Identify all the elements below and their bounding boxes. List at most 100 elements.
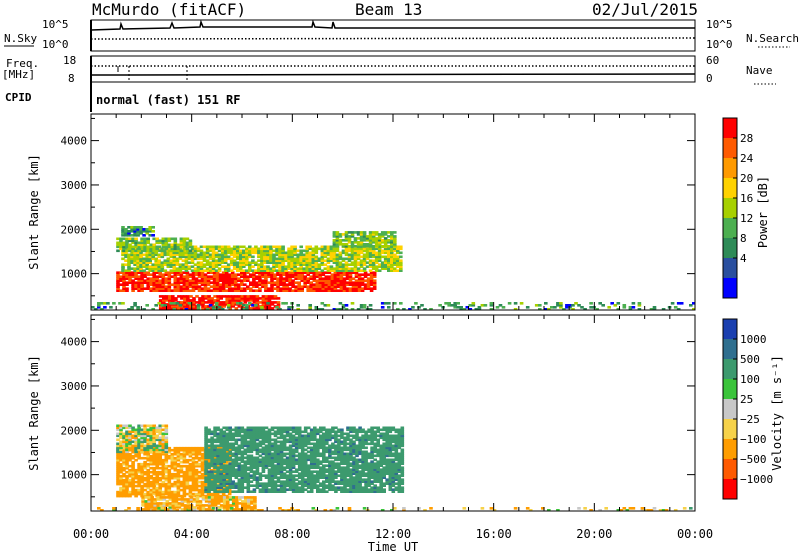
power-cell [297,289,301,292]
velocity-cell [258,448,263,452]
power-cell [226,263,231,266]
velocity-cell [294,430,299,434]
power-cell [208,249,213,253]
power-cell [233,287,238,290]
power-cell [350,231,355,234]
velocity-cell [227,488,232,492]
velocity-cell [319,430,323,434]
power-cell [122,243,126,247]
velocity-cell [134,454,138,458]
velocity-cell [364,468,368,471]
velocity-cell [222,442,226,446]
power-cell [179,273,184,276]
velocity-cell [225,456,229,460]
velocity-cell [249,474,254,477]
velocity-cell [137,454,141,458]
velocity-cell [309,462,314,465]
power-cell [383,241,388,244]
velocity-cell [219,436,223,440]
power-cell [266,267,270,270]
velocity-cell [182,472,187,476]
velocity-cell [349,488,353,491]
power-cell [164,287,169,290]
power-cell [252,275,256,278]
power-cell [305,263,309,266]
power-cell [97,302,101,305]
velocity-cell [264,490,269,493]
velocity-cell [158,454,162,458]
power-cell [330,283,335,286]
velocity-cell [210,476,214,479]
velocity-cell [170,484,175,488]
velocity-cell [303,482,308,485]
velocity-cell [173,492,178,496]
power-cell [333,285,338,288]
power-cell [196,249,201,253]
velocity-cell [128,480,132,484]
velocity-cell [379,482,383,485]
velocity-cell [376,454,380,458]
power-cell [312,283,317,286]
power-cell [128,239,132,243]
velocity-cell [167,474,172,478]
power-cell [140,277,144,280]
power-cell [142,269,146,272]
velocity-cell [164,454,169,458]
power-cell [232,259,237,262]
power-cell [269,261,273,264]
velocity-cell [352,478,356,481]
velocity-cell [243,434,248,438]
velocity-cell [313,448,317,452]
velocity-cell [116,474,120,478]
power-cell [303,275,307,278]
power-cell [136,230,140,233]
power-cell [266,302,270,305]
velocity-cell [125,452,129,456]
power-cell [371,251,376,255]
velocity-cell [237,450,242,454]
velocity-cell [291,426,296,430]
velocity-cell [240,440,245,444]
power-cell [387,302,391,305]
power-cell [174,299,178,302]
power-cell [252,295,257,298]
power-cell [290,247,294,251]
power-cell [267,307,272,310]
velocity-cell [300,462,305,465]
velocity-cell [255,472,260,475]
power-cell [122,273,126,276]
power-cell [146,241,150,245]
power-cell [383,251,388,255]
power-cell [278,267,282,270]
velocity-cell [331,478,335,481]
velocity-cell [349,444,353,448]
velocity-cell [370,470,374,473]
velocity-cell [261,486,266,489]
power-cell [188,281,193,284]
velocity-cell [213,454,217,458]
power-cell [408,308,412,310]
power-cell [299,253,303,257]
power-cell [390,237,394,240]
velocity-cell [352,450,356,454]
velocity-cell [161,482,166,486]
power-cell [232,261,237,264]
velocity-cell [146,492,150,496]
velocity-cell [355,478,359,481]
velocity-cell [222,466,226,469]
velocity-cell [343,462,347,465]
velocity-cell [143,460,147,464]
power-cell [164,237,169,241]
velocity-cell [361,488,365,491]
velocity-cell [231,444,235,448]
power-cell [377,253,382,257]
power-cell [229,257,234,261]
power-cell [223,261,228,264]
power-cell [317,308,322,310]
power-cell [143,243,147,247]
power-cell [332,261,337,264]
velocity-cell [125,460,129,464]
velocity-cell [252,478,257,481]
velocity-cell [164,452,169,456]
velocity-cell [316,464,320,467]
